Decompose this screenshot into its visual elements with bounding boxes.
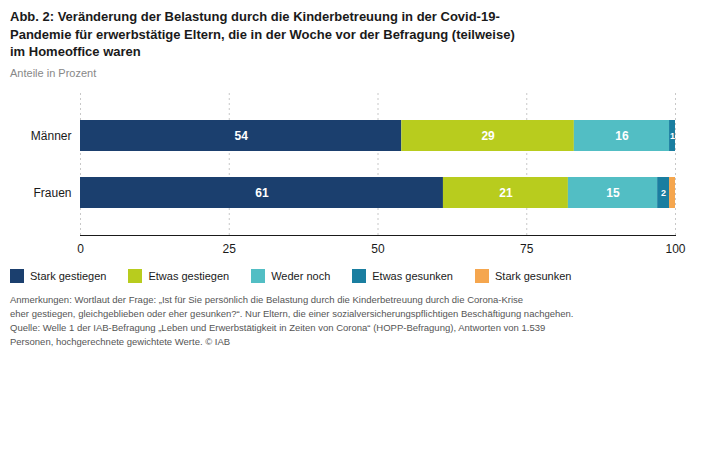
svg-text:0: 0 — [77, 242, 84, 256]
html-text:Weder noch: Weder noch — [271, 269, 331, 282]
html-text:Stark gesunken: Stark gesunken — [495, 269, 572, 282]
html-text:Anmerkungen: Wortlaut der Frag: Anmerkungen: Wortlaut der Frage: „Ist fü… — [10, 293, 574, 348]
svg-text:16: 16 — [615, 128, 629, 142]
svg-text:1: 1 — [670, 131, 675, 141]
html-text:Stark gestiegen: Stark gestiegen — [30, 269, 107, 282]
html-text:Etwas gestiegen: Etwas gestiegen — [148, 269, 230, 282]
svg-text:Frauen: Frauen — [33, 185, 71, 199]
html-text:Abb. 2: Veränderung der Belast: Abb. 2: Veränderung der Belastung durch … — [10, 9, 515, 60]
svg-text:50: 50 — [371, 242, 385, 256]
svg-text:61: 61 — [255, 185, 269, 199]
svg-text:Männer: Männer — [31, 128, 72, 142]
svg-text:29: 29 — [481, 128, 495, 142]
svg-text:54: 54 — [234, 128, 248, 142]
svg-text:100: 100 — [665, 242, 685, 256]
svg-text:21: 21 — [499, 185, 513, 199]
html-text:Anteile in Prozent: Anteile in Prozent — [10, 66, 97, 79]
html-text:Etwas gesunken: Etwas gesunken — [372, 269, 453, 282]
svg-text:2: 2 — [661, 188, 666, 198]
svg-text:75: 75 — [520, 242, 534, 256]
svg-text:25: 25 — [223, 242, 237, 256]
svg-text:15: 15 — [606, 185, 620, 199]
